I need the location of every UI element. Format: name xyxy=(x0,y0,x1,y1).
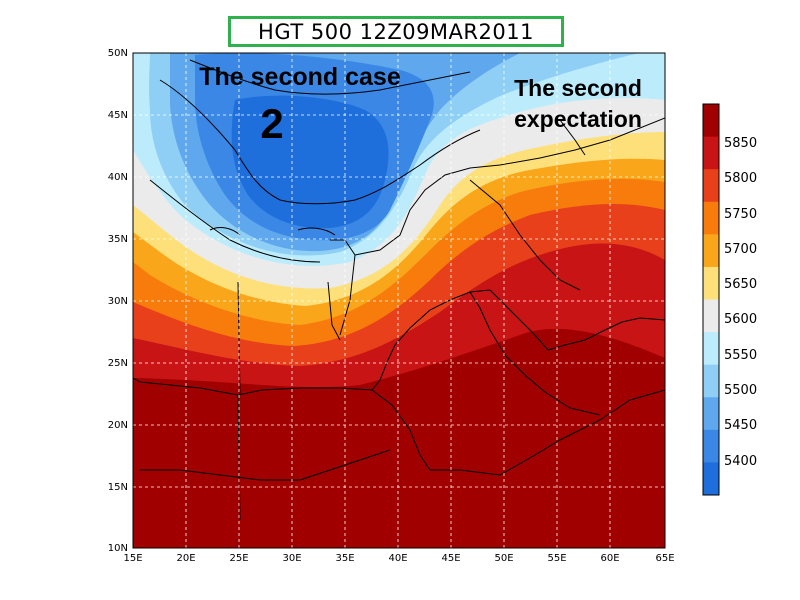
colorbar-label: 5400 xyxy=(724,454,757,469)
colorbar-swatch xyxy=(703,266,719,300)
coastlines xyxy=(133,59,665,521)
lon-label: 60E xyxy=(600,553,619,564)
colorbar-label: 5800 xyxy=(724,171,757,186)
colorbar-label: 5500 xyxy=(724,383,757,398)
lon-label: 55E xyxy=(547,553,566,564)
lon-label: 50E xyxy=(494,553,513,564)
colorbar-label: 5750 xyxy=(724,207,757,222)
lat-label: 50N xyxy=(108,48,128,59)
lat-label: 20N xyxy=(108,420,128,431)
lat-label: 30N xyxy=(108,296,128,307)
colorbar-swatch xyxy=(703,299,719,333)
case-annotation: The second case xyxy=(199,63,401,91)
colorbar-frame xyxy=(702,103,720,496)
colorbar-swatch xyxy=(703,462,719,496)
colorbar-label: 5700 xyxy=(724,242,757,257)
colorbar-label: 5550 xyxy=(724,348,757,363)
lon-label: 30E xyxy=(282,553,301,564)
expectation-annotation-line2: expectation xyxy=(514,106,642,132)
graticule xyxy=(133,53,665,548)
lon-axis: 15E 20E 25E 30E 35E 40E 45E 50E 55E 60E … xyxy=(123,553,674,564)
lat-label: 10N xyxy=(108,543,128,554)
lon-label: 35E xyxy=(335,553,354,564)
colorbar-swatch xyxy=(703,136,719,170)
colorbar-label: 5850 xyxy=(724,136,757,151)
lat-label: 25N xyxy=(108,358,128,369)
lon-label: 40E xyxy=(388,553,407,564)
colorbar-swatch xyxy=(703,364,719,398)
colorbar-swatch xyxy=(703,332,719,366)
colorbar-swatch xyxy=(703,234,719,268)
colorbar: 5850 5800 5750 5700 5650 5600 5550 5500 … xyxy=(702,103,757,496)
map-frame xyxy=(132,52,666,549)
lat-label: 45N xyxy=(108,110,128,121)
colorbar-label: 5450 xyxy=(724,418,757,433)
lon-label: 15E xyxy=(123,553,142,564)
lat-label: 35N xyxy=(108,234,128,245)
colorbar-swatch xyxy=(703,397,719,431)
colorbar-swatch xyxy=(703,169,719,203)
expectation-annotation-line1: The second xyxy=(514,75,642,101)
contour-fields xyxy=(133,53,665,548)
lat-label: 15N xyxy=(108,482,128,493)
colorbar-label: 5600 xyxy=(724,312,757,327)
lat-axis: 50N 45N 40N 35N 30N 25N 20N 15N 10N xyxy=(108,48,128,554)
colorbar-swatches xyxy=(703,104,719,496)
colorbar-swatch xyxy=(703,201,719,235)
lon-label: 20E xyxy=(176,553,195,564)
lon-label: 65E xyxy=(655,553,674,564)
colorbar-swatch xyxy=(703,104,719,138)
map-title: HGT 500 12Z09MAR2011 xyxy=(228,16,564,47)
lon-label: 45E xyxy=(441,553,460,564)
colorbar-swatch xyxy=(703,429,719,463)
colorbar-label: 5650 xyxy=(724,277,757,292)
lon-label: 25E xyxy=(229,553,248,564)
case-number-annotation: 2 xyxy=(260,100,283,147)
lat-label: 40N xyxy=(108,172,128,183)
